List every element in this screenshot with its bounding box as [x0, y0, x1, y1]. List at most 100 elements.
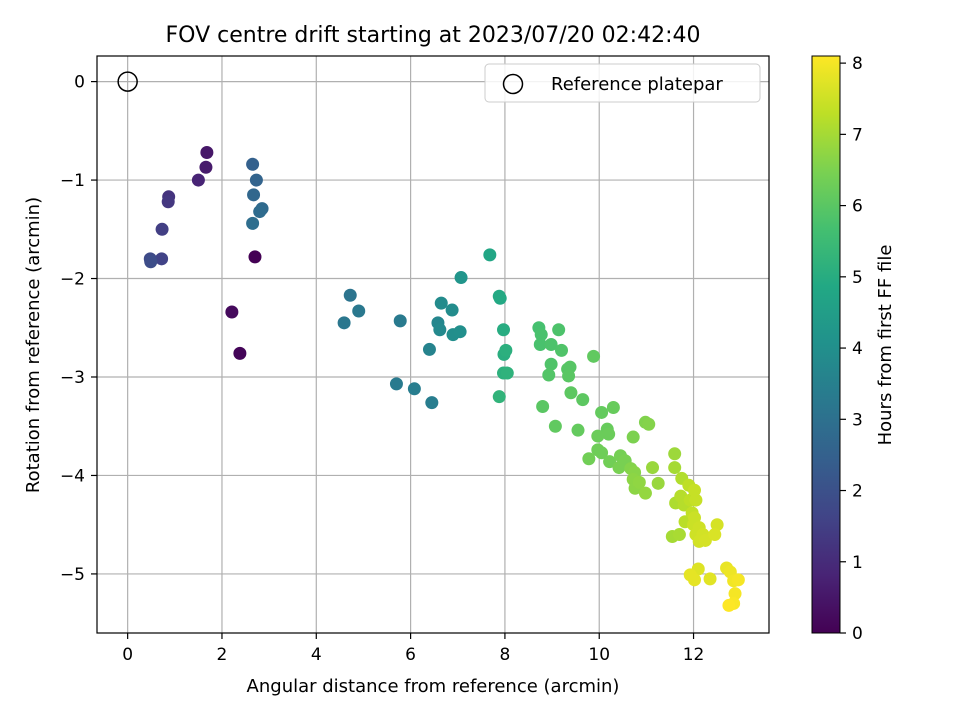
reference-marker: [117, 71, 138, 92]
scatter-point: [642, 417, 656, 431]
x-tick-label: 8: [500, 645, 511, 665]
scatter-point: [544, 357, 558, 371]
scatter-point: [534, 328, 548, 342]
scatter-point: [651, 476, 665, 490]
y-tick-label: −4: [60, 466, 85, 486]
colorbar: 0 1 2 3 4 5 6 7 8 Hours from first FF file: [811, 54, 896, 644]
scatter-point: [248, 250, 262, 264]
x-tick-label: 2: [217, 645, 228, 665]
scatter-point: [626, 430, 640, 444]
scatter-point: [564, 386, 578, 400]
y-axis-label: Rotation from reference (arcmin): [23, 197, 44, 493]
scatter-point: [698, 533, 712, 547]
scatter-point: [571, 423, 585, 437]
scatter-point: [249, 173, 263, 187]
scatter-point: [703, 572, 717, 586]
scatter-point: [728, 587, 742, 601]
scatter-point: [155, 252, 169, 266]
scatter-point: [497, 323, 511, 337]
x-tick-label: 4: [311, 645, 322, 665]
x-tick-label: 6: [405, 645, 416, 665]
colorbar-tick-label: 2: [852, 482, 863, 502]
scatter-point: [708, 528, 722, 542]
scatter-point: [591, 429, 605, 443]
scatter-point: [247, 188, 261, 202]
scatter-point: [191, 173, 205, 187]
scatter-point: [453, 325, 467, 339]
scatter-point: [425, 396, 439, 410]
scatter-point: [595, 446, 609, 460]
colorbar-gradient: [811, 55, 841, 634]
scatter-point: [562, 369, 576, 383]
scatter-point: [638, 486, 652, 500]
scatter-point: [731, 573, 745, 587]
y-tick-label: −5: [60, 565, 85, 585]
scatter-point: [555, 343, 569, 357]
scatter-point: [433, 323, 447, 337]
scatter-point: [612, 461, 626, 475]
scatter-point: [544, 338, 558, 351]
scatter-point: [352, 304, 366, 318]
scatter-point: [422, 342, 436, 356]
legend-label: Reference platepar: [551, 74, 723, 95]
scatter-point: [343, 288, 357, 302]
x-tick-label: 12: [683, 645, 705, 665]
scatter-point: [434, 296, 448, 310]
scatter-point: [246, 216, 260, 230]
scatter-point: [199, 160, 213, 174]
scatter-point: [454, 271, 468, 285]
scatter-point: [689, 493, 703, 507]
colorbar-tick-label: 0: [852, 624, 863, 644]
scatter-point: [445, 303, 459, 317]
chart-title: FOV centre drift starting at 2023/07/20 …: [166, 23, 701, 48]
colorbar-tick-label: 8: [852, 54, 863, 74]
scatter-point: [155, 222, 169, 236]
colorbar-tick-label: 4: [852, 339, 863, 359]
scatter-point: [606, 401, 620, 415]
scatter-point: [253, 205, 267, 219]
scatter-point: [233, 346, 247, 360]
scatter-point: [407, 382, 421, 396]
y-tick-label: 0: [74, 73, 85, 93]
scatter-point: [536, 400, 550, 414]
y-tick-label: −2: [60, 270, 85, 290]
scatter-point: [587, 349, 601, 363]
colorbar-tick-label: 7: [852, 125, 863, 145]
scatter-point: [161, 195, 175, 209]
scatter-point: [246, 157, 260, 171]
x-tick-label: 0: [122, 645, 133, 665]
x-tick-label: 10: [588, 645, 610, 665]
colorbar-ticks: 0 1 2 3 4 5 6 7 8: [840, 54, 863, 644]
scatter-point: [533, 338, 547, 351]
reference-point-layer: [117, 71, 138, 92]
scatter-point: [602, 427, 616, 441]
scatter-point: [687, 483, 701, 497]
scatter-point: [595, 405, 609, 419]
scatter-point: [200, 145, 214, 159]
colorbar-tick-label: 6: [852, 197, 863, 217]
x-axis-ticks: 0 2 4 6 8 10 12: [122, 633, 704, 665]
scatter-point: [492, 289, 506, 303]
scatter-point: [668, 461, 682, 475]
scatter-point: [492, 390, 506, 404]
colorbar-tick-label: 5: [852, 268, 863, 288]
scatter-point: [500, 366, 514, 380]
scatter-point: [603, 455, 617, 469]
scatter-point: [393, 314, 407, 328]
data-points: [143, 145, 745, 612]
y-tick-label: −1: [60, 171, 85, 191]
scatter-point: [632, 475, 646, 489]
plot-frame: [96, 55, 770, 634]
legend-marker: [502, 73, 524, 95]
colorbar-label: Hours from first FF file: [875, 245, 896, 446]
scatter-point: [646, 461, 660, 475]
scatter-point: [576, 393, 590, 407]
colorbar-tick-label: 3: [852, 410, 863, 430]
legend: Reference platepar: [484, 63, 761, 103]
scatter-point: [548, 419, 562, 433]
scatter-point: [337, 316, 351, 330]
scatter-point: [389, 377, 403, 391]
legend-box: [484, 63, 761, 103]
scatter-point: [710, 518, 724, 532]
